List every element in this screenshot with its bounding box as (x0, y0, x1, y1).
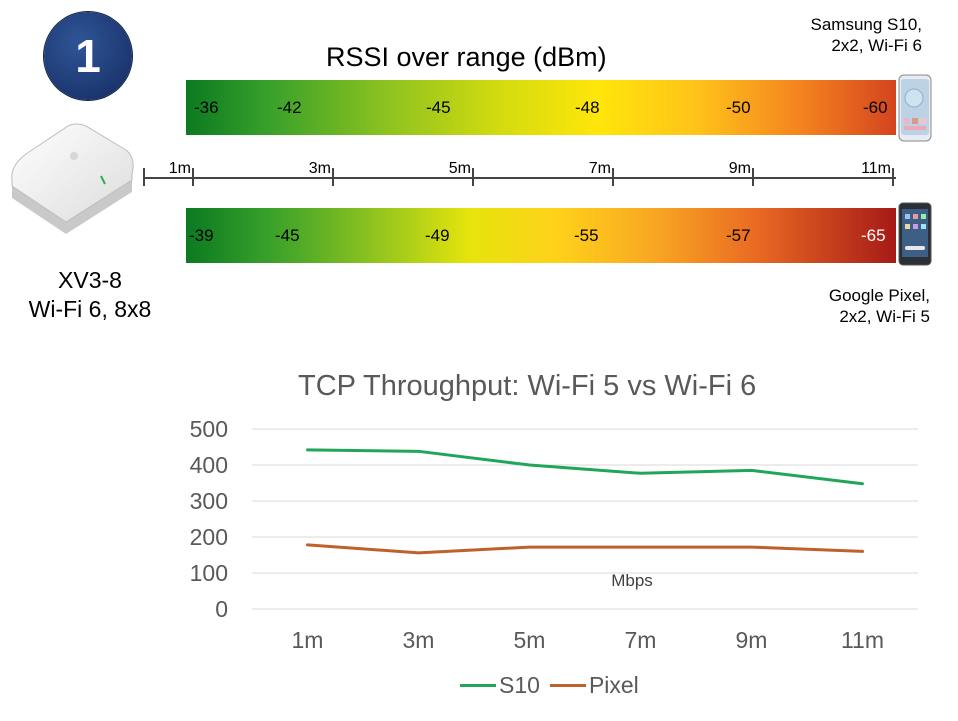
x-tick-label: 9m (736, 627, 768, 653)
ruler-tick-label: 11m (861, 160, 891, 177)
pixel-rssi-value: -39 (189, 225, 214, 245)
x-tick-label: 7m (625, 627, 657, 653)
x-tick-label: 1m (292, 627, 324, 653)
step-number-badge: 1 (44, 12, 132, 100)
ruler-tick-label: 1m (169, 160, 191, 177)
distance-ruler: 1m 3m 5m 7m 9m 11m (143, 160, 896, 186)
chart-legend: S10 Pixel (460, 672, 639, 699)
rssi-title: RSSI over range (dBm) (326, 42, 607, 72)
s10-device-line2: 2x2, Wi-Fi 6 (831, 36, 922, 55)
access-point-spec: Wi-Fi 6, 8x8 (28, 296, 152, 322)
s10-device-line1: Samsung S10, (810, 15, 922, 34)
s10-rssi-value: -50 (726, 97, 751, 117)
pixel-rssi-value: -45 (275, 225, 300, 245)
y-tick-label: 400 (190, 452, 228, 478)
ruler-tick-label: 3m (309, 160, 331, 177)
access-point-model: XV3-8 (58, 267, 122, 293)
pixel-rssi-value: -49 (425, 225, 450, 245)
chart-title: TCP Throughput: Wi-Fi 5 vs Wi-Fi 6 (298, 370, 757, 402)
access-point-image (11, 123, 134, 234)
ruler-tick-label: 5m (449, 160, 471, 177)
s10-device-label: Samsung S10, 2x2, Wi-Fi 6 (810, 14, 922, 56)
pixel-device-label: Google Pixel, 2x2, Wi-Fi 5 (829, 285, 930, 327)
legend-swatch-s10 (460, 684, 496, 687)
x-tick-label: 3m (403, 627, 435, 653)
legend-label-s10: S10 (499, 672, 540, 698)
unit-annotation: Mbps (611, 571, 653, 590)
pixel-rssi-value: -55 (574, 225, 599, 245)
legend-item-pixel: Pixel (549, 672, 639, 699)
s10-rssi-value: -60 (863, 97, 888, 117)
series-line-pixel (306, 543, 864, 555)
pixel-phone-icon (898, 202, 932, 266)
throughput-chart: 0 100 200 300 400 500 1m 3m 5m 7m 9m 11m Mbps (190, 416, 918, 653)
y-tick-label: 0 (215, 596, 228, 622)
pixel-rssi-value: -65 (861, 225, 886, 245)
step-number: 1 (75, 30, 101, 82)
y-tick-label: 200 (190, 524, 228, 550)
pixel-device-line2: 2x2, Wi-Fi 5 (839, 307, 930, 326)
access-point-label: XV3-8 Wi-Fi 6, 8x8 (10, 266, 170, 324)
s10-rssi-value: -48 (575, 97, 600, 117)
x-tick-label: 11m (841, 627, 884, 653)
ruler-tick-label: 7m (589, 160, 611, 177)
series-line-s10 (306, 448, 864, 486)
legend-item-s10: S10 (460, 672, 540, 699)
pixel-rssi-bar: -39 -45 -49 -55 -57 -65 (186, 208, 896, 263)
pixel-device-line1: Google Pixel, (828, 286, 930, 305)
s10-rssi-value: -42 (277, 97, 302, 117)
legend-swatch-pixel (549, 684, 586, 687)
pixel-rssi-value: -57 (726, 225, 751, 245)
s10-rssi-value: -45 (426, 97, 451, 117)
ruler-tick-label: 9m (729, 160, 751, 177)
y-tick-label: 500 (190, 416, 228, 442)
x-tick-label: 5m (514, 627, 546, 653)
y-tick-label: 100 (190, 560, 228, 586)
s10-phone-icon (898, 74, 932, 142)
s10-rssi-value: -36 (194, 97, 219, 117)
legend-label-pixel: Pixel (588, 672, 639, 698)
s10-rssi-bar: -36 -42 -45 -48 -50 -60 (186, 80, 896, 135)
y-tick-label: 300 (190, 488, 228, 514)
